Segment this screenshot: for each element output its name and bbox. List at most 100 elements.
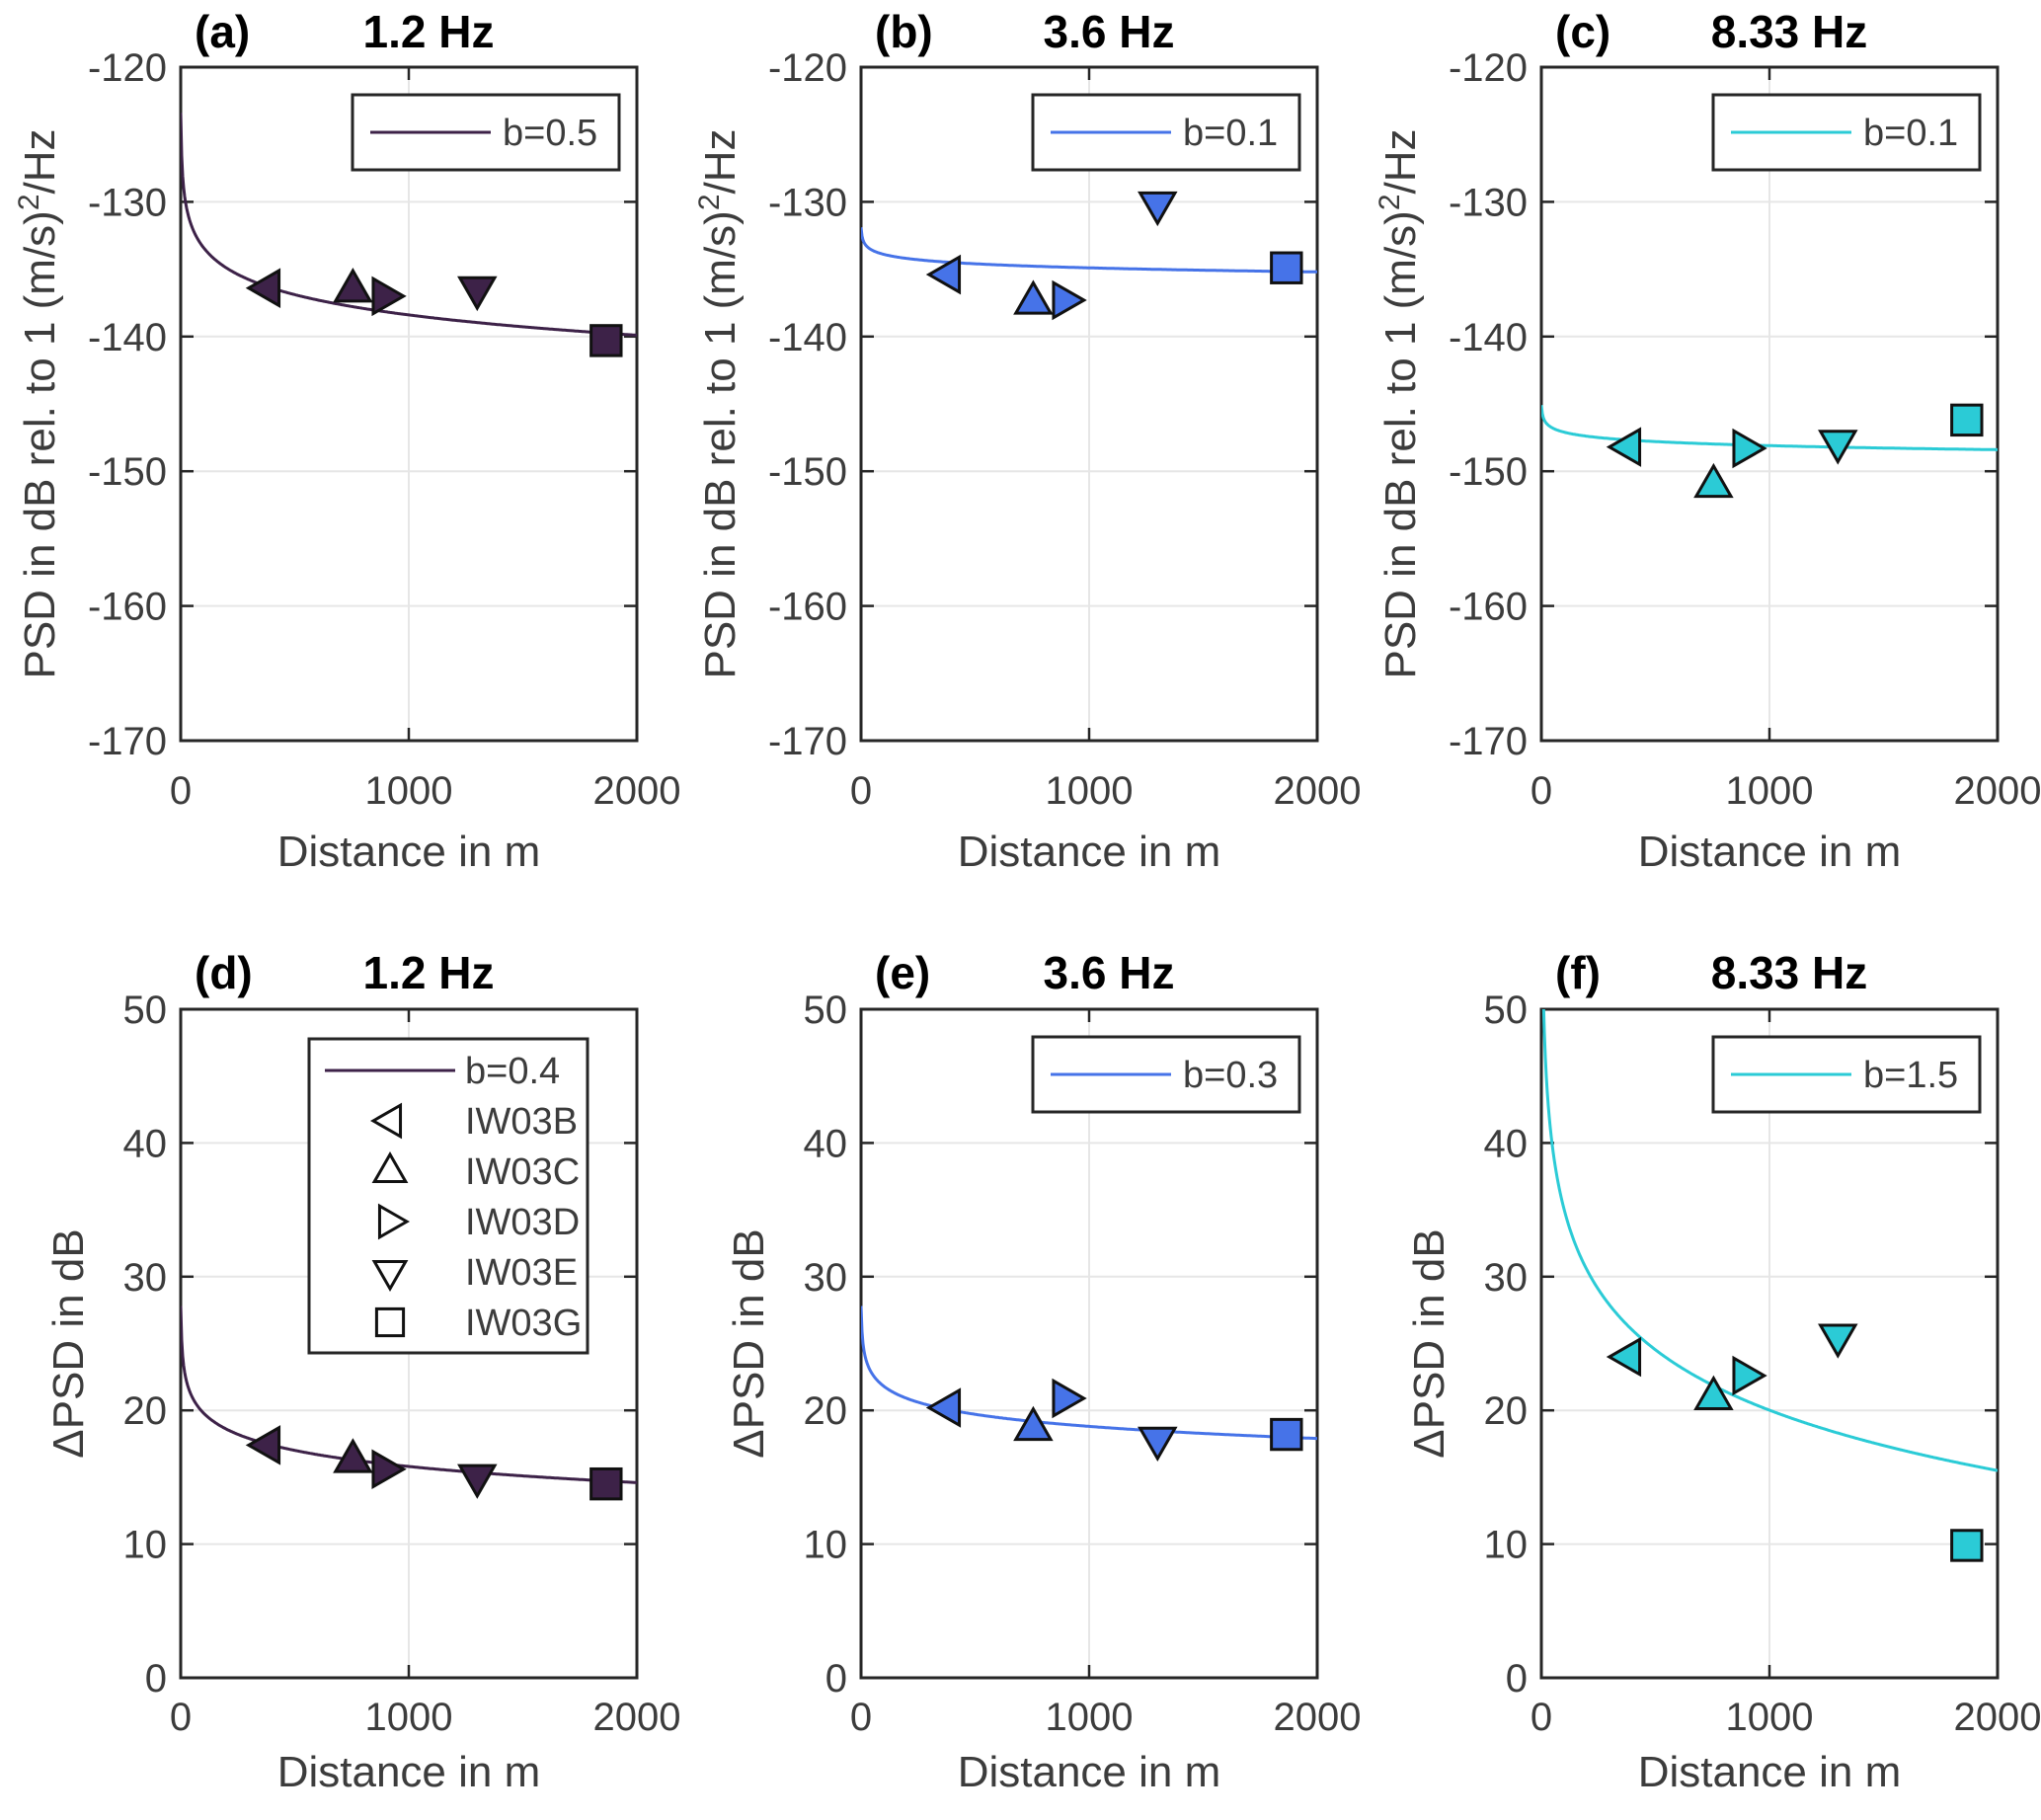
data-markers bbox=[245, 1425, 623, 1501]
marker-IW03D bbox=[1732, 1355, 1767, 1396]
panel-b-psd-3-6hz: 0 1000 2000 -170 -160 -150 -140 -130 -120 (b) 3.6 … bbox=[693, 6, 1362, 876]
panel-letter: (a) bbox=[195, 6, 250, 57]
y-tick-label: 10 bbox=[804, 1524, 848, 1567]
data-markers bbox=[925, 191, 1303, 321]
legend-fit-label: b=1.5 bbox=[1863, 1055, 1958, 1096]
y-tick-label: -120 bbox=[1449, 46, 1528, 90]
legend-box bbox=[307, 1037, 589, 1355]
y-tick-label: -120 bbox=[88, 46, 167, 90]
x-axis-label: Distance in m bbox=[958, 1748, 1221, 1796]
panel-title: 1.2 Hz bbox=[363, 6, 495, 57]
marker-IW03B bbox=[245, 1425, 281, 1465]
y-tick-label: 10 bbox=[123, 1524, 168, 1567]
fit-curve bbox=[1541, 1009, 1998, 1472]
y-tick-label: 50 bbox=[123, 989, 168, 1032]
x-tick-label: 2000 bbox=[1274, 1696, 1362, 1739]
gridlines bbox=[861, 1009, 1317, 1678]
y-tick-label: -170 bbox=[768, 720, 847, 763]
marker-IW03B bbox=[925, 254, 962, 295]
y-tick-label: -160 bbox=[768, 586, 847, 629]
legend-fit-label: b=0.3 bbox=[1183, 1055, 1278, 1096]
marker-IW03B bbox=[1606, 427, 1642, 467]
y-axis-label: ΔPSD in dB bbox=[44, 1228, 93, 1458]
marker-IW03B bbox=[925, 1387, 962, 1428]
x-tick-label: 1000 bbox=[1046, 1696, 1134, 1739]
legend-station-label: IW03D bbox=[465, 1202, 580, 1243]
y-axis-label: PSD in dB rel. to 1 (m/s)2/Hz bbox=[1374, 128, 1425, 678]
x-axis-label: Distance in m bbox=[1638, 1748, 1902, 1796]
y-tick-label: -120 bbox=[768, 46, 847, 90]
y-tick-label: 30 bbox=[804, 1256, 848, 1300]
x-tick-label: 1000 bbox=[1726, 1696, 1814, 1739]
axis-box bbox=[1539, 1007, 2000, 1680]
y-tick-label: -140 bbox=[768, 316, 847, 359]
x-tick-label: 1000 bbox=[365, 769, 453, 813]
x-tick-label: 0 bbox=[170, 769, 192, 813]
data-markers bbox=[1606, 1323, 1984, 1562]
axis-box bbox=[859, 1007, 1319, 1680]
legend-marker-IW03E bbox=[371, 1259, 409, 1293]
y-tick-label: 20 bbox=[123, 1389, 168, 1433]
panel-e-dpsd-3-6hz: 0 1000 2000 0 10 20 30 40 50 (e) 3.6 Hz Distance in… bbox=[725, 947, 1362, 1796]
gridlines bbox=[1541, 67, 1998, 741]
y-tick-label: 0 bbox=[1506, 1657, 1528, 1701]
panel-letter: (b) bbox=[875, 6, 933, 57]
x-tick-label: 0 bbox=[850, 1696, 872, 1739]
x-axis-label: Distance in m bbox=[958, 828, 1221, 876]
marker-IW03B bbox=[245, 268, 281, 308]
panel-f-dpsd-8-33hz: 0 1000 2000 0 10 20 30 40 50 (f) 8.33 Hz Distance i… bbox=[1405, 947, 2041, 1796]
x-axis-label: Distance in m bbox=[1638, 828, 1902, 876]
marker-IW03G bbox=[1950, 403, 1984, 437]
marker-IW03D bbox=[1052, 279, 1087, 321]
panel-letter: (c) bbox=[1555, 6, 1610, 57]
marker-IW03G bbox=[1270, 1417, 1303, 1452]
y-tick-label: -170 bbox=[1449, 720, 1528, 763]
y-tick-label: -150 bbox=[1449, 450, 1528, 494]
y-tick-label: 40 bbox=[123, 1122, 168, 1165]
y-tick-label: 10 bbox=[1484, 1524, 1529, 1567]
legend-station-label: IW03B bbox=[465, 1101, 578, 1143]
panel-title: 3.6 Hz bbox=[1044, 947, 1175, 998]
panel-d-dpsd-1-2hz: 0 1000 2000 0 10 20 30 40 50 (d) 1.2 Hz Distance in… bbox=[44, 947, 680, 1796]
legend-marker-IW03D bbox=[377, 1203, 411, 1240]
marker-IW03G bbox=[589, 324, 623, 357]
axis-box bbox=[1539, 65, 2000, 743]
data-markers bbox=[925, 1378, 1303, 1463]
panel-a-psd-1-2hz: 0 1000 2000 -170 -160 -150 -140 -130 -120 (a) 1.2 … bbox=[13, 6, 681, 876]
gridlines bbox=[861, 67, 1317, 741]
panel-c-psd-8-33hz: 0 1000 2000 -170 -160 -150 -140 -130 -120 (c) 8.33… bbox=[1374, 6, 2041, 876]
y-axis-label: PSD in dB rel. to 1 (m/s)2/Hz bbox=[693, 128, 745, 678]
marker-IW03C bbox=[1693, 462, 1734, 499]
y-axis-label: ΔPSD in dB bbox=[1405, 1228, 1453, 1458]
legend-marker-IW03B bbox=[369, 1102, 403, 1140]
y-tick-label: 50 bbox=[1484, 989, 1529, 1032]
y-tick-label: -140 bbox=[88, 316, 167, 359]
marker-IW03E bbox=[1138, 191, 1178, 227]
y-tick-label: -130 bbox=[1449, 181, 1528, 224]
marker-IW03C bbox=[1693, 1375, 1734, 1410]
marker-IW03G bbox=[589, 1466, 623, 1501]
y-tick-label: -150 bbox=[768, 450, 847, 494]
x-tick-label: 2000 bbox=[1954, 1696, 2041, 1739]
panel-letter: (e) bbox=[875, 947, 930, 998]
marker-IW03D bbox=[1732, 428, 1767, 469]
x-tick-label: 1000 bbox=[1726, 769, 1814, 813]
x-tick-label: 2000 bbox=[593, 769, 681, 813]
marker-IW03D bbox=[1052, 1378, 1087, 1419]
marker-IW03C bbox=[1013, 1405, 1054, 1442]
y-tick-label: 20 bbox=[804, 1389, 848, 1433]
panel-title: 1.2 Hz bbox=[363, 947, 495, 998]
legend-station-label: IW03G bbox=[465, 1303, 582, 1344]
marker-IW03C bbox=[1013, 279, 1054, 315]
marker-IW03E bbox=[1818, 1323, 1858, 1359]
marker-IW03E bbox=[1138, 1426, 1178, 1463]
y-tick-label: -130 bbox=[88, 181, 167, 224]
x-tick-label: 2000 bbox=[1274, 769, 1362, 813]
y-tick-label: -160 bbox=[1449, 586, 1528, 629]
y-tick-label: 50 bbox=[804, 989, 848, 1032]
y-tick-label: 30 bbox=[1484, 1256, 1529, 1300]
axis-box bbox=[859, 65, 1319, 743]
x-axis-label: Distance in m bbox=[277, 828, 541, 876]
marker-IW03G bbox=[1950, 1529, 1984, 1562]
